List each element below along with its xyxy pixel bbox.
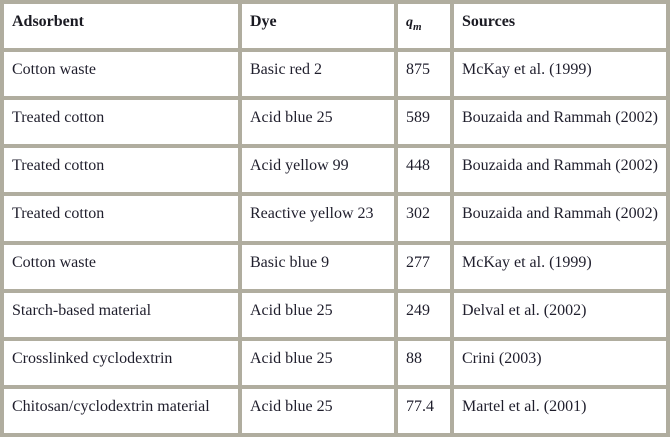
table-row: Cotton waste Basic blue 9 277 McKay et a…: [4, 244, 666, 289]
cell-adsorbent: Starch-based material: [4, 292, 238, 337]
cell-source: Bouzaida and Rammah (2002): [454, 100, 666, 145]
cell-qm: 277: [398, 244, 450, 289]
cell-qm: 88: [398, 340, 450, 385]
cell-dye: Acid blue 25: [242, 292, 394, 337]
cell-adsorbent: Treated cotton: [4, 196, 238, 241]
qm-letter: q: [406, 15, 413, 30]
column-header-qm: qm: [398, 4, 450, 48]
header-row: Adsorbent Dye qm Sources: [4, 4, 666, 48]
cell-source: McKay et al. (1999): [454, 244, 666, 289]
cell-source: Crini (2003): [454, 340, 666, 385]
cell-dye: Basic red 2: [242, 52, 394, 97]
qm-subscript: m: [413, 20, 422, 33]
cell-qm: 77.4: [398, 388, 450, 433]
cell-source: Bouzaida and Rammah (2002): [454, 148, 666, 193]
cell-adsorbent: Crosslinked cyclodextrin: [4, 340, 238, 385]
cell-dye: Acid blue 25: [242, 340, 394, 385]
cell-qm: 448: [398, 148, 450, 193]
cell-adsorbent: Chitosan/cyclodextrin material: [4, 388, 238, 433]
table-row: Cotton waste Basic red 2 875 McKay et al…: [4, 52, 666, 97]
cell-dye: Basic blue 9: [242, 244, 394, 289]
cell-dye: Acid yellow 99: [242, 148, 394, 193]
cell-source: Martel et al. (2001): [454, 388, 666, 433]
table-row: Treated cotton Acid blue 25 589 Bouzaida…: [4, 100, 666, 145]
table-row: Treated cotton Acid yellow 99 448 Bouzai…: [4, 148, 666, 193]
cell-dye: Acid blue 25: [242, 388, 394, 433]
cell-dye: Reactive yellow 23: [242, 196, 394, 241]
cell-qm: 302: [398, 196, 450, 241]
table-row: Treated cotton Reactive yellow 23 302 Bo…: [4, 196, 666, 241]
cell-dye: Acid blue 25: [242, 100, 394, 145]
table-row: Crosslinked cyclodextrin Acid blue 25 88…: [4, 340, 666, 385]
cell-source: Delval et al. (2002): [454, 292, 666, 337]
column-header-dye: Dye: [242, 4, 394, 48]
table-row: Starch-based material Acid blue 25 249 D…: [4, 292, 666, 337]
cell-adsorbent: Cotton waste: [4, 52, 238, 97]
cell-qm: 875: [398, 52, 450, 97]
cell-source: Bouzaida and Rammah (2002): [454, 196, 666, 241]
cell-qm: 589: [398, 100, 450, 145]
qm-symbol: qm: [406, 15, 422, 33]
table-header: Adsorbent Dye qm Sources: [4, 4, 666, 48]
column-header-sources: Sources: [454, 4, 666, 48]
table-row: Chitosan/cyclodextrin material Acid blue…: [4, 388, 666, 433]
cell-qm: 249: [398, 292, 450, 337]
column-header-adsorbent: Adsorbent: [4, 4, 238, 48]
cell-source: McKay et al. (1999): [454, 52, 666, 97]
cell-adsorbent: Cotton waste: [4, 244, 238, 289]
cell-adsorbent: Treated cotton: [4, 148, 238, 193]
cell-adsorbent: Treated cotton: [4, 100, 238, 145]
table-body: Cotton waste Basic red 2 875 McKay et al…: [4, 52, 666, 433]
